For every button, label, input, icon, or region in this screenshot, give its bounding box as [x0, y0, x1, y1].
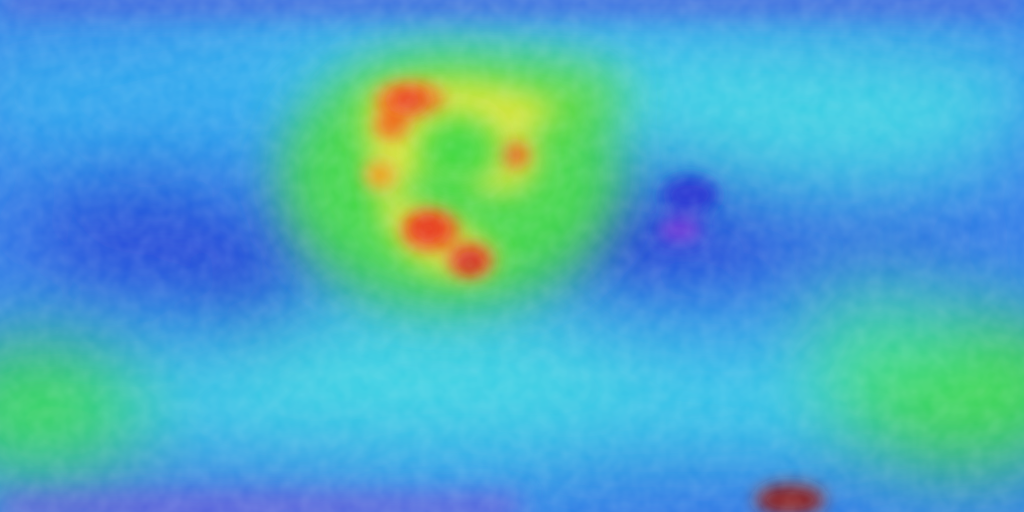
map-canvas	[0, 0, 1024, 512]
false-color-map	[0, 0, 1024, 512]
noise-overlay	[0, 0, 1024, 512]
